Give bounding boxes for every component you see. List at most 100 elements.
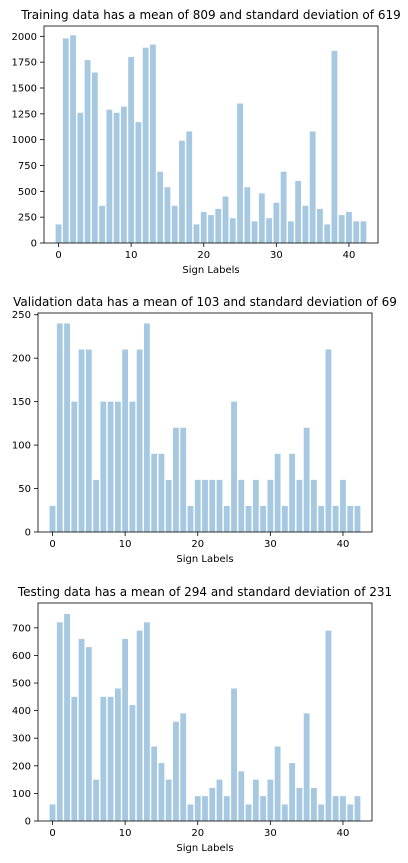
y-tick-label: 1750 (12, 58, 37, 69)
y-tick-label: 200 (12, 354, 31, 365)
x-axis-label: Sign Labels (176, 843, 233, 854)
bar (209, 788, 215, 821)
bar (326, 350, 332, 533)
bar (144, 622, 150, 821)
bar (63, 38, 69, 243)
y-tick-label: 1500 (12, 84, 37, 95)
bar (231, 402, 237, 532)
bar (288, 221, 294, 243)
bar (209, 480, 215, 532)
bar (144, 323, 150, 532)
x-tick-label: 30 (270, 250, 283, 261)
bar (195, 796, 201, 821)
x-axis-label: Sign Labels (176, 554, 233, 565)
bar (231, 689, 237, 821)
chart-3: Testing data has a mean of 294 and stand… (12, 585, 392, 854)
bar (311, 480, 317, 532)
bar (137, 631, 143, 821)
bar (361, 221, 367, 243)
bar (304, 713, 310, 821)
x-tick-label: 0 (55, 250, 61, 261)
bar (253, 780, 259, 821)
bar (93, 480, 99, 532)
bar (202, 796, 208, 821)
bar (296, 788, 302, 821)
bar (340, 480, 346, 532)
x-tick-label: 30 (264, 539, 277, 550)
bar (186, 131, 192, 243)
bar (324, 224, 330, 243)
y-tick-label: 500 (18, 187, 37, 198)
bar-series (56, 35, 367, 243)
bar (135, 122, 141, 243)
y-tick-label: 200 (12, 761, 31, 772)
chart-1: Training data has a mean of 809 and stan… (12, 8, 401, 276)
bar (194, 224, 200, 243)
bar (99, 206, 105, 243)
bar (100, 697, 106, 821)
bar (106, 110, 112, 243)
bar (311, 788, 317, 821)
chart-2: Validation data has a mean of 103 and st… (12, 295, 397, 565)
bar (195, 480, 201, 532)
bar (173, 428, 179, 532)
bar (355, 796, 361, 821)
bar (215, 209, 221, 243)
bar (260, 506, 266, 532)
bar (188, 804, 194, 821)
bar (188, 506, 194, 532)
bar (100, 402, 106, 532)
bar (77, 113, 83, 243)
bar (108, 402, 114, 532)
bar (282, 506, 288, 532)
bar (333, 796, 339, 821)
bar (151, 746, 157, 821)
x-tick-label: 30 (264, 828, 277, 839)
bar (122, 350, 128, 533)
bar (237, 104, 243, 244)
bar (85, 60, 91, 243)
bar (151, 454, 157, 532)
bar (208, 215, 214, 243)
bar (224, 796, 230, 821)
bar (64, 614, 70, 821)
bar (310, 131, 316, 243)
bar (217, 480, 223, 532)
bar (202, 480, 208, 532)
bar (115, 689, 121, 821)
bar (289, 763, 295, 821)
chart-title: Testing data has a mean of 294 and stand… (17, 585, 392, 599)
bar (238, 480, 244, 532)
y-tick-label: 100 (12, 441, 31, 452)
bar (224, 506, 230, 532)
bar (281, 172, 287, 243)
bar (86, 350, 92, 533)
y-tick-label: 700 (12, 623, 31, 634)
y-tick-label: 250 (18, 213, 37, 224)
bar (150, 45, 156, 243)
bar (253, 480, 259, 532)
bar (166, 480, 172, 532)
x-tick-label: 0 (49, 828, 55, 839)
bar (252, 221, 258, 243)
bar (115, 402, 121, 532)
bar (267, 480, 273, 532)
x-axis-label: Sign Labels (182, 265, 239, 276)
y-tick-label: 0 (31, 239, 37, 250)
bar (180, 428, 186, 532)
bar (282, 804, 288, 821)
bar (143, 48, 149, 243)
y-tick-label: 750 (18, 161, 37, 172)
bar (137, 350, 143, 533)
x-tick-label: 20 (191, 828, 204, 839)
bar (129, 402, 135, 532)
bar (246, 506, 252, 532)
bar (64, 323, 70, 532)
bar (166, 780, 172, 821)
bar (93, 780, 99, 821)
bar (347, 804, 353, 821)
bar (86, 647, 92, 821)
bar (114, 113, 120, 243)
bar (57, 323, 63, 532)
